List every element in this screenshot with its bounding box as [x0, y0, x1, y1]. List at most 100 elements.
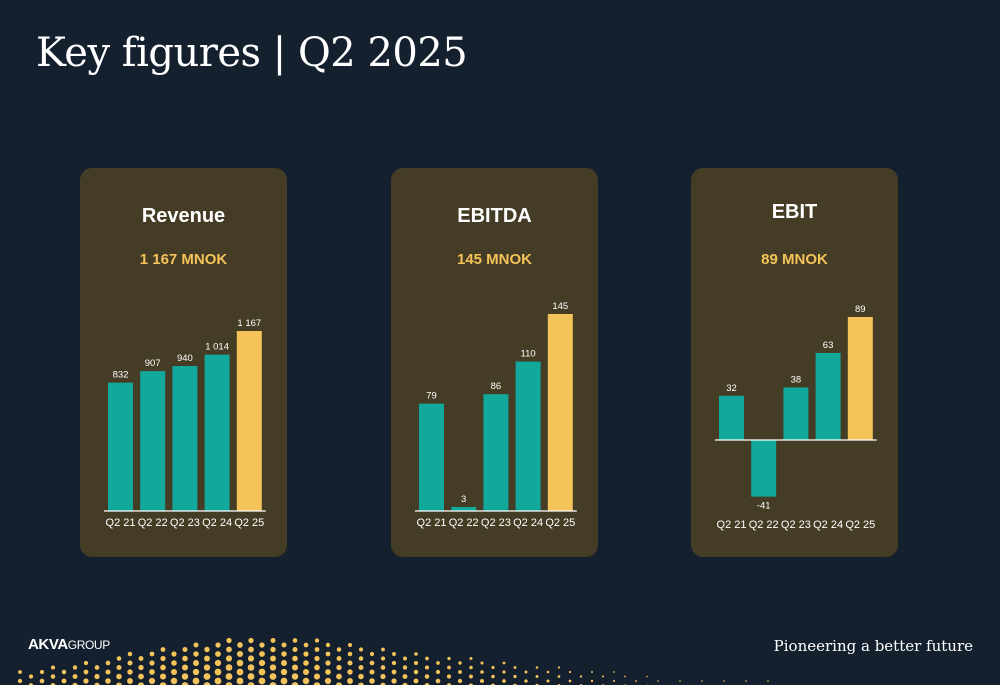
ebitda-value: 145 MNOK [456, 251, 533, 268]
decor-dot [458, 661, 462, 665]
decor-dot [193, 642, 199, 648]
ebit-chart: 32 Q2 21 -41 Q2 22 38 Q2 23 63 Q2 24 89 Q2 25 [715, 304, 877, 531]
decor-dot [391, 678, 397, 684]
decor-dot [127, 660, 133, 666]
decor-dot [302, 677, 310, 685]
decor-dot [83, 660, 89, 666]
decor-dot [469, 656, 473, 661]
decor-dot [291, 682, 299, 685]
decor-dot [259, 651, 265, 657]
decor-dot [291, 673, 299, 680]
decor-dot [502, 661, 506, 665]
decor-dot [403, 656, 407, 661]
decor-dot [17, 678, 23, 684]
decor-dot [502, 679, 506, 683]
ebitda-title: EBITDA [457, 205, 532, 227]
decor-dot [171, 651, 177, 657]
decor-dot [590, 679, 594, 683]
decor-dot [236, 677, 244, 685]
decor-dot [513, 674, 517, 679]
decor-dot [160, 655, 166, 662]
decor-dot [137, 682, 145, 685]
decor-dot [402, 665, 408, 670]
decor-dot [391, 660, 397, 666]
data-label-q2-25: 89 [855, 304, 866, 315]
decor-dot [457, 678, 463, 684]
decor-dot [248, 637, 254, 644]
decor-dot [18, 670, 22, 674]
bar-q2-24 [515, 361, 541, 511]
decor-dot [203, 664, 211, 671]
decor-dot [236, 668, 244, 676]
decor-dot [181, 673, 189, 680]
data-label-q2-21: 79 [426, 391, 437, 402]
decor-dot [236, 659, 244, 667]
decor-dot [193, 660, 199, 666]
decor-dot [557, 666, 561, 669]
decor-dot [204, 646, 210, 653]
bar-q2-24 [204, 354, 230, 511]
decor-dot [557, 675, 561, 678]
decor-dot [170, 668, 178, 676]
decor-dot [347, 669, 353, 675]
tick-label-q2-23: Q2 23 [781, 519, 811, 531]
data-label-q2-22: 907 [145, 358, 161, 369]
decor-dot [50, 682, 56, 685]
tick-label-q2-21: Q2 21 [717, 519, 747, 531]
decor-dot [127, 651, 133, 657]
decor-dot [701, 680, 703, 682]
page-title: Key figures | Q2 2025 [36, 30, 468, 76]
decor-dot [225, 682, 233, 685]
decor-dot [159, 682, 167, 685]
tick-label-q2-22: Q2 22 [138, 517, 168, 529]
decor-dot [127, 678, 133, 684]
decor-dot [225, 664, 233, 671]
decor-dot [502, 670, 506, 674]
logo-light: GROUP [67, 638, 110, 652]
decor-dot [313, 673, 321, 680]
decor-dot [149, 660, 155, 666]
decor-dot [160, 664, 166, 671]
decor-dot [391, 669, 397, 675]
ebitda-card: EBITDA 145 MNOK 79 Q2 21 3 Q2 22 86 Q2 23 110 Q… [391, 168, 598, 557]
decor-dot [105, 678, 111, 684]
bar-q2-21 [419, 403, 444, 511]
decor-dot [170, 677, 178, 685]
decor-dot [204, 655, 210, 662]
decor-dot [347, 660, 353, 666]
decor-dot [546, 679, 550, 683]
decor-dot [657, 680, 659, 682]
decor-dot [325, 669, 331, 675]
decor-dot [259, 642, 265, 648]
revenue-value: 1 167 MNOK [139, 251, 228, 268]
decor-dot [325, 660, 331, 666]
decor-dot [358, 673, 364, 680]
tick-label-q2-21: Q2 21 [106, 517, 136, 529]
decor-dot [568, 670, 572, 674]
decor-dot [313, 682, 321, 685]
decor-dot [280, 668, 288, 676]
decor-dot [214, 659, 222, 667]
decor-dot [138, 673, 144, 680]
tick-label-q2-24: Q2 24 [513, 517, 543, 529]
decor-dot [61, 669, 67, 675]
decor-dot [270, 646, 276, 653]
decor-dot [226, 637, 232, 644]
decor-dot [94, 665, 100, 670]
decor-dot [381, 647, 385, 652]
decor-dot [535, 666, 539, 669]
decorative-dots [17, 637, 780, 685]
decor-dot [347, 678, 353, 684]
decor-dot [358, 647, 364, 652]
decor-dot [424, 665, 430, 670]
decor-dot [247, 673, 255, 680]
decor-dot [424, 674, 430, 679]
decor-dot [149, 669, 155, 675]
decor-dot [314, 647, 320, 652]
tick-label-q2-21: Q2 21 [417, 517, 447, 529]
decor-dot [138, 664, 144, 671]
decor-dot [72, 674, 78, 679]
decor-dot [292, 664, 298, 671]
decor-dot [413, 660, 419, 666]
bar-q2-25 [236, 331, 262, 511]
